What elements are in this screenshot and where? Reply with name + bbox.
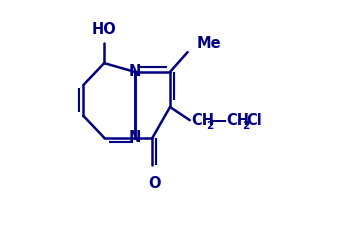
Text: 2: 2 (242, 121, 249, 131)
Text: N: N (129, 64, 141, 79)
Text: CH: CH (191, 113, 214, 128)
Text: CH: CH (226, 113, 249, 128)
Text: Cl: Cl (246, 113, 262, 128)
Text: HO: HO (92, 22, 117, 37)
Text: 2: 2 (206, 121, 213, 131)
Text: O: O (148, 176, 160, 191)
Text: —: — (210, 113, 226, 128)
Text: N: N (129, 130, 141, 145)
Text: Me: Me (196, 36, 221, 51)
